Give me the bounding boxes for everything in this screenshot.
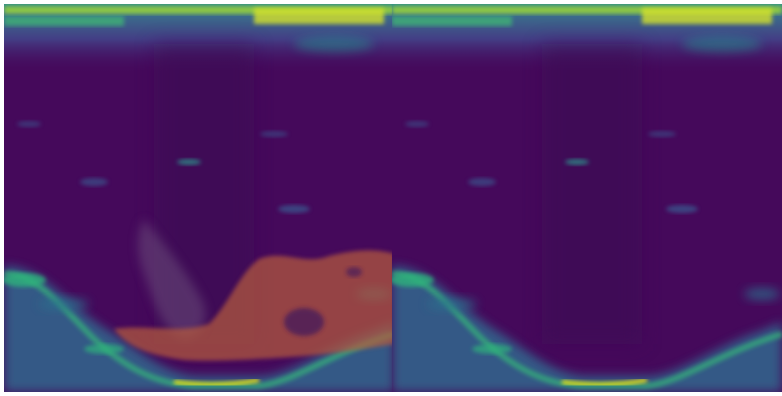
overlay-hole bbox=[284, 308, 324, 336]
overlay-hole bbox=[346, 267, 362, 277]
page bbox=[0, 0, 782, 396]
left-panel bbox=[2, 4, 395, 392]
right-scan bbox=[390, 4, 782, 392]
ultrasound-figure bbox=[0, 0, 782, 396]
right-panel bbox=[390, 4, 782, 392]
